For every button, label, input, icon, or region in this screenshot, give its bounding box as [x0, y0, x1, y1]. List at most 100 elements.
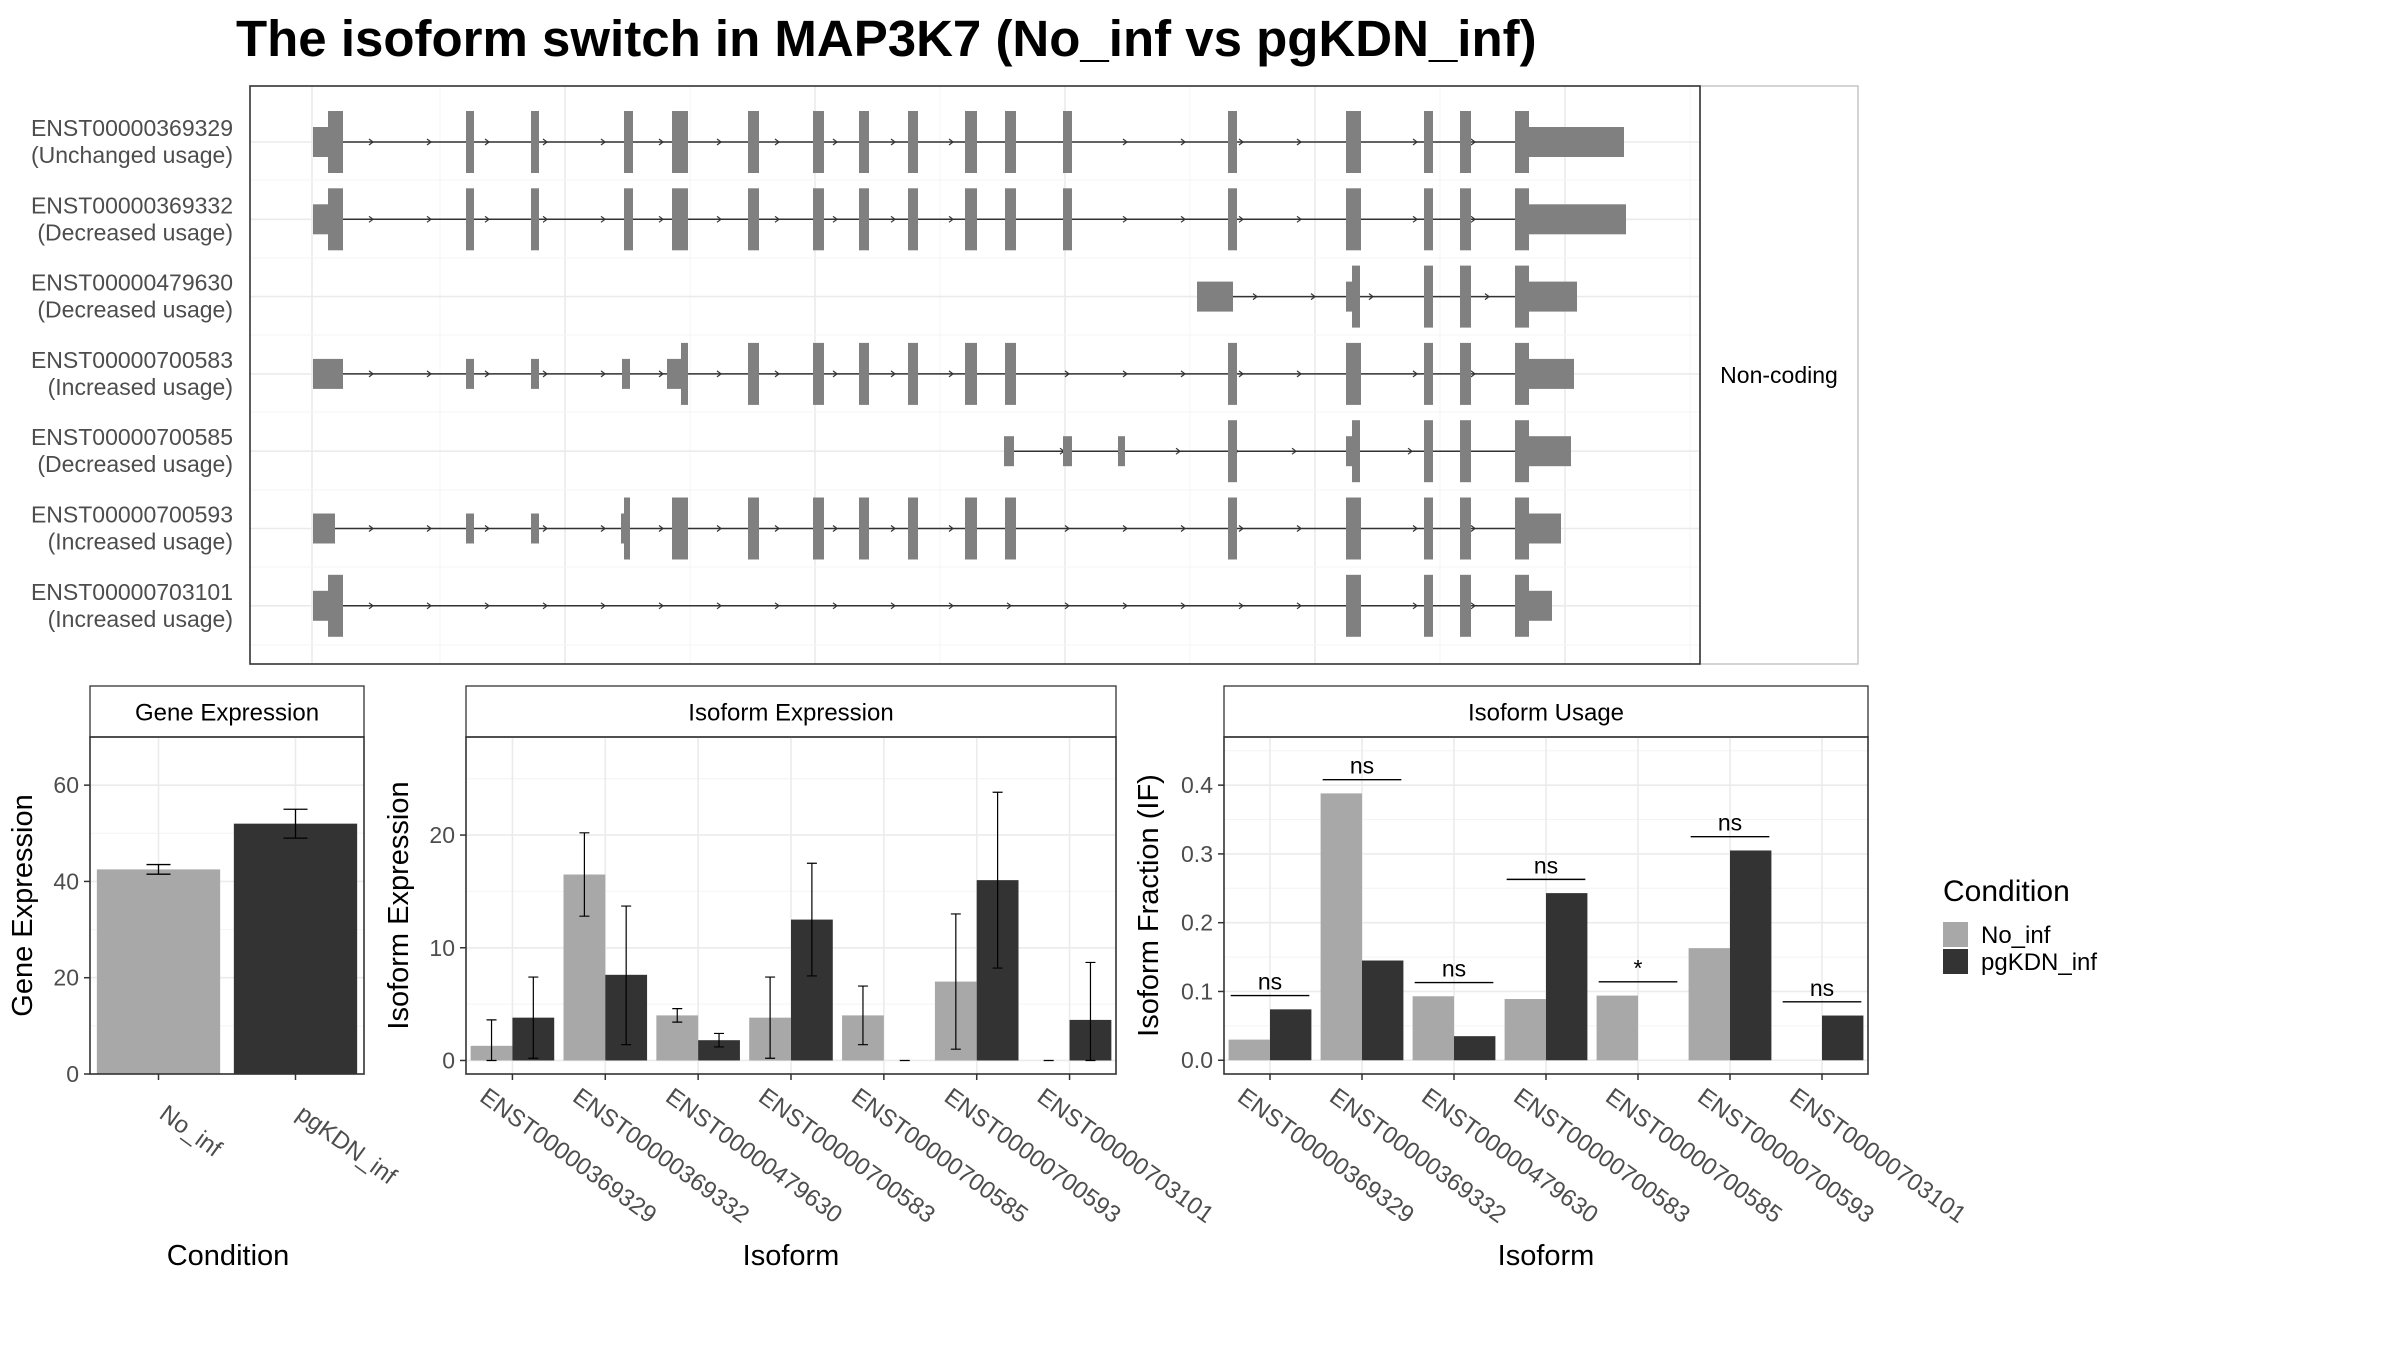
exon-block: [908, 111, 918, 173]
exon-block: [965, 188, 977, 251]
isoform-usage-label: (Increased usage): [48, 606, 233, 632]
isoform-usage-chart: Isoform Usage0.00.10.20.30.4nsENST000003…: [1133, 685, 1971, 1272]
exon-block: [667, 358, 682, 389]
exon-block: [1005, 188, 1016, 251]
direction-arrow: [716, 138, 722, 146]
exon-block: [965, 497, 977, 560]
direction-arrow: [484, 525, 490, 532]
y-tick-label: 10: [429, 935, 455, 961]
exon-block: [313, 590, 328, 621]
y-tick-label: 20: [53, 965, 79, 991]
x-tick-label: No_inf: [154, 1100, 226, 1163]
direction-arrow: [542, 138, 548, 146]
direction-arrow: [600, 602, 606, 610]
y-tick-label: 0.3: [1181, 841, 1213, 867]
direction-arrow: [368, 370, 374, 378]
exon-block: [748, 188, 759, 251]
figure-title: The isoform switch in MAP3K7 (No_inf vs …: [236, 10, 1537, 67]
exon-block: [1228, 342, 1237, 405]
exon-block: [1346, 188, 1361, 251]
isoform-usage-label: (Increased usage): [48, 374, 233, 400]
direction-arrow: [1180, 215, 1186, 223]
direction-arrow: [1368, 293, 1374, 301]
exon-block: [466, 513, 474, 544]
error-bar: [992, 791, 1003, 969]
exon-block: [1005, 111, 1016, 173]
direction-arrow: [774, 602, 780, 610]
direction-arrow: [1484, 293, 1490, 301]
direction-arrow: [426, 525, 432, 532]
error-bar: [806, 862, 817, 977]
panel-border: [1223, 736, 1869, 1075]
exon-block: [624, 497, 630, 560]
y-tick-label: 0: [442, 1047, 455, 1073]
direction-arrow: [484, 215, 490, 223]
exon-block: [1424, 574, 1433, 637]
exon-block: [1352, 265, 1360, 328]
direction-arrow: [890, 370, 896, 378]
exon-block: [1424, 111, 1433, 173]
y-tick-label: 0.2: [1181, 910, 1213, 936]
y-axis-title: Isoform Expression: [383, 781, 415, 1029]
exon-block: [1118, 436, 1125, 467]
exon-block: [1460, 574, 1471, 637]
exon-block: [1529, 513, 1561, 544]
direction-arrow: [1238, 215, 1244, 223]
y-axis-title: Gene Expression: [7, 794, 39, 1016]
strip-header: [1223, 685, 1869, 738]
direction-arrow: [1470, 215, 1476, 223]
exon-block: [531, 358, 539, 389]
direction-arrow: [1122, 602, 1128, 610]
exon-block: [1197, 281, 1233, 312]
direction-arrow: [426, 215, 432, 223]
exon-block: [1460, 420, 1471, 483]
significance-label: ns: [1258, 969, 1282, 995]
error-bar: [672, 1008, 683, 1023]
bar-No_inf-ENST00000369332: [1320, 793, 1362, 1061]
exon-block: [908, 188, 918, 251]
direction-arrow: [1064, 370, 1070, 378]
direction-arrow: [1412, 602, 1418, 610]
error-bar: [486, 1019, 497, 1062]
exon-block: [1529, 204, 1626, 235]
exon-block: [1352, 420, 1360, 483]
direction-arrow: [1064, 602, 1070, 610]
direction-arrow: [1122, 370, 1128, 378]
exon-block: [1346, 497, 1361, 560]
exon-block: [1515, 420, 1529, 483]
exon-block: [1424, 497, 1433, 560]
direction-arrow: [484, 370, 490, 378]
exon-block: [1346, 574, 1361, 637]
direction-arrow: [542, 602, 548, 610]
bar-pgKDN_inf-ENST00000479630: [1454, 1036, 1496, 1061]
direction-arrow: [368, 138, 374, 146]
isoform-usage-label: (Decreased usage): [37, 451, 233, 477]
isoform-usage-label: (Decreased usage): [37, 297, 233, 323]
isoform-expression-chart: Isoform Expression01020ENST00000369329EN…: [383, 685, 1218, 1272]
exon-block: [313, 513, 335, 544]
exon-block: [621, 513, 626, 544]
direction-arrow: [426, 370, 432, 378]
bar-No_inf-ENST00000369329: [1228, 1039, 1270, 1061]
bar-No_inf-ENST00000700583: [1504, 999, 1546, 1061]
exon-block: [813, 497, 824, 560]
direction-arrow: [890, 602, 896, 610]
exon-block: [466, 188, 474, 251]
direction-arrow: [600, 215, 606, 223]
isoform-usage-label: (Increased usage): [48, 529, 233, 555]
exon-block: [1529, 127, 1624, 157]
exon-block: [1460, 188, 1471, 251]
exon-block: [1515, 342, 1529, 405]
x-axis-title: Isoform: [1498, 1240, 1595, 1272]
exon-block: [813, 342, 824, 405]
error-bar: [528, 976, 539, 1059]
significance-label: ns: [1810, 975, 1834, 1001]
isoform-id-label: ENST00000700593: [31, 502, 233, 528]
direction-arrow: [832, 138, 838, 146]
y-tick-label: 0.4: [1181, 772, 1213, 798]
direction-arrow: [1412, 215, 1418, 223]
exon-block: [1460, 342, 1471, 405]
direction-arrow: [1238, 602, 1244, 610]
panel-title: Isoform Usage: [1468, 700, 1624, 727]
direction-arrow: [948, 525, 954, 532]
